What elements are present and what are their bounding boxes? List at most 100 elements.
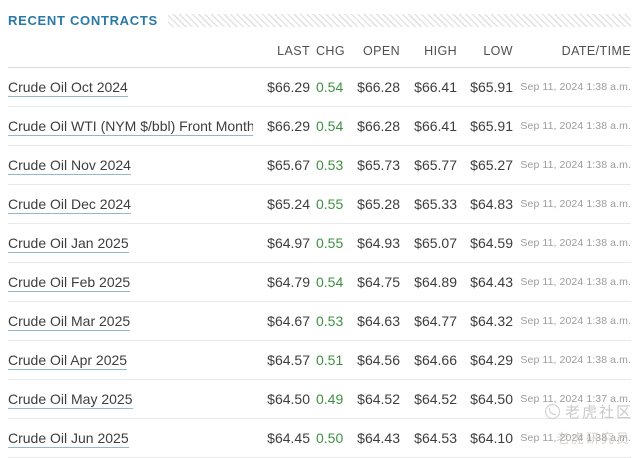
last-price-cell: $64.57 — [253, 340, 310, 380]
datetime-cell: Sep 11, 2024 1:38 a.m. — [513, 223, 631, 263]
contract-link[interactable]: Crude Oil May 2025 — [8, 391, 133, 409]
column-header-chg: CHG — [310, 36, 345, 68]
table-row: Crude Oil WTI (NYM $/bbl) Front Month $6… — [8, 106, 631, 146]
table-row: Crude Oil Jun 2025 $64.45 0.50 $64.43 $6… — [8, 418, 631, 458]
low-price-cell: $64.43 — [457, 262, 513, 302]
contract-name-cell: Crude Oil Feb 2025 — [8, 262, 253, 302]
contract-name-cell: Crude Oil Mar 2025 — [8, 301, 253, 341]
datetime-cell: Sep 11, 2024 1:38 a.m. — [513, 106, 631, 146]
contract-name-cell: Crude Oil Nov 2024 — [8, 145, 253, 185]
table-row: Crude Oil Nov 2024 $65.67 0.53 $65.73 $6… — [8, 145, 631, 185]
table-row: Crude Oil Feb 2025 $64.79 0.54 $64.75 $6… — [8, 262, 631, 302]
open-price-cell: $64.93 — [343, 223, 400, 263]
low-price-cell: $64.50 — [457, 379, 513, 419]
last-price-cell: $64.79 — [253, 262, 310, 302]
high-price-cell: $65.33 — [400, 184, 457, 224]
last-price-cell: $65.24 — [253, 184, 310, 224]
contract-link[interactable]: Crude Oil Dec 2024 — [8, 196, 131, 214]
change-cell: 0.54 — [310, 262, 343, 302]
contracts-table: LAST CHG OPEN HIGH LOW DATE/TIME Crude O… — [8, 36, 631, 458]
change-cell: 0.53 — [310, 145, 343, 185]
high-price-cell: $65.77 — [400, 145, 457, 185]
low-price-cell: $64.10 — [457, 418, 513, 458]
contract-name-cell: Crude Oil May 2025 — [8, 379, 253, 419]
datetime-cell: Sep 11, 2024 1:38 a.m. — [513, 184, 631, 224]
low-price-cell: $64.83 — [457, 184, 513, 224]
low-price-cell: $64.29 — [457, 340, 513, 380]
high-price-cell: $64.89 — [400, 262, 457, 302]
column-header-open: OPEN — [343, 36, 400, 68]
high-price-cell: $66.41 — [400, 106, 457, 146]
last-price-cell: $66.29 — [253, 67, 310, 107]
contract-name-cell: Crude Oil Jun 2025 — [8, 418, 253, 458]
open-price-cell: $64.56 — [343, 340, 400, 380]
datetime-cell: Sep 11, 2024 1:38 a.m. — [513, 340, 631, 380]
open-price-cell: $66.28 — [343, 67, 400, 107]
header-stripe-decoration — [167, 13, 631, 27]
change-cell: 0.51 — [310, 340, 343, 380]
contract-link[interactable]: Crude Oil Nov 2024 — [8, 157, 131, 175]
open-price-cell: $64.63 — [343, 301, 400, 341]
table-body: Crude Oil Oct 2024 $66.29 0.54 $66.28 $6… — [8, 67, 631, 458]
column-header-name — [8, 36, 253, 68]
table-row: Crude Oil Jan 2025 $64.97 0.55 $64.93 $6… — [8, 223, 631, 263]
change-cell: 0.53 — [310, 301, 343, 341]
low-price-cell: $64.32 — [457, 301, 513, 341]
column-header-last: LAST — [253, 36, 310, 68]
last-price-cell: $64.50 — [253, 379, 310, 419]
table-row: Crude Oil Apr 2025 $64.57 0.51 $64.56 $6… — [8, 340, 631, 380]
contract-link[interactable]: Crude Oil Oct 2024 — [8, 79, 128, 97]
open-price-cell: $65.73 — [343, 145, 400, 185]
low-price-cell: $64.59 — [457, 223, 513, 263]
high-price-cell: $64.52 — [400, 379, 457, 419]
column-header-datetime: DATE/TIME — [513, 36, 631, 68]
last-price-cell: $64.97 — [253, 223, 310, 263]
high-price-cell: $65.07 — [400, 223, 457, 263]
change-cell: 0.49 — [310, 379, 343, 419]
low-price-cell: $65.91 — [457, 67, 513, 107]
high-price-cell: $66.41 — [400, 67, 457, 107]
low-price-cell: $65.27 — [457, 145, 513, 185]
table-row: Crude Oil May 2025 $64.50 0.49 $64.52 $6… — [8, 379, 631, 419]
table-row: Crude Oil Oct 2024 $66.29 0.54 $66.28 $6… — [8, 67, 631, 107]
datetime-cell: Sep 11, 2024 1:37 a.m. — [513, 379, 631, 419]
datetime-cell: Sep 11, 2024 1:38 a.m. — [513, 145, 631, 185]
panel-title: RECENT CONTRACTS — [8, 12, 158, 28]
open-price-cell: $65.28 — [343, 184, 400, 224]
change-cell: 0.55 — [310, 184, 343, 224]
contract-name-cell: Crude Oil Apr 2025 — [8, 340, 253, 380]
open-price-cell: $64.75 — [343, 262, 400, 302]
panel-header: RECENT CONTRACTS — [8, 8, 631, 32]
change-cell: 0.54 — [310, 106, 343, 146]
table-header-row: LAST CHG OPEN HIGH LOW DATE/TIME — [8, 36, 631, 68]
column-header-low: LOW — [457, 36, 513, 68]
last-price-cell: $65.67 — [253, 145, 310, 185]
datetime-cell: Sep 11, 2024 1:38 a.m. — [513, 262, 631, 302]
datetime-cell: Sep 11, 2024 1:38 a.m. — [513, 301, 631, 341]
open-price-cell: $64.52 — [343, 379, 400, 419]
open-price-cell: $64.43 — [343, 418, 400, 458]
contract-name-cell: Crude Oil Jan 2025 — [8, 223, 253, 263]
datetime-cell: Sep 11, 2024 1:38 a.m. — [513, 67, 631, 107]
contract-link[interactable]: Crude Oil Feb 2025 — [8, 274, 131, 292]
contract-link[interactable]: Crude Oil WTI (NYM $/bbl) Front Month — [8, 118, 253, 136]
contract-link[interactable]: Crude Oil Jan 2025 — [8, 235, 129, 253]
high-price-cell: $64.53 — [400, 418, 457, 458]
contract-name-cell: Crude Oil Oct 2024 — [8, 67, 253, 107]
column-header-high: HIGH — [400, 36, 457, 68]
contract-link[interactable]: Crude Oil Apr 2025 — [8, 352, 128, 370]
last-price-cell: $64.67 — [253, 301, 310, 341]
change-cell: 0.54 — [310, 67, 343, 107]
last-price-cell: $66.29 — [253, 106, 310, 146]
open-price-cell: $66.28 — [343, 106, 400, 146]
low-price-cell: $65.91 — [457, 106, 513, 146]
contract-link[interactable]: Crude Oil Mar 2025 — [8, 313, 131, 331]
contract-link[interactable]: Crude Oil Jun 2025 — [8, 430, 129, 448]
table-row: Crude Oil Dec 2024 $65.24 0.55 $65.28 $6… — [8, 184, 631, 224]
contract-name-cell: Crude Oil WTI (NYM $/bbl) Front Month — [8, 106, 253, 146]
table-row: Crude Oil Mar 2025 $64.67 0.53 $64.63 $6… — [8, 301, 631, 341]
contract-name-cell: Crude Oil Dec 2024 — [8, 184, 253, 224]
high-price-cell: $64.66 — [400, 340, 457, 380]
high-price-cell: $64.77 — [400, 301, 457, 341]
